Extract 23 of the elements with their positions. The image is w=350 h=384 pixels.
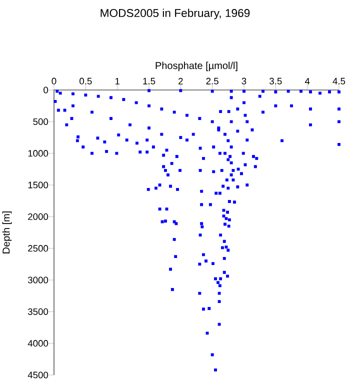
x-tick-label: 1 [115, 78, 120, 84]
x-tick-label: 2 [178, 78, 183, 84]
y-tick-label: 4500 [28, 372, 48, 378]
y-tick-label: 500 [33, 118, 48, 125]
x-tick-label: 3.5 [270, 78, 282, 84]
x-tick-label: 0.5 [80, 78, 92, 84]
y-tick-label: 1000 [28, 150, 48, 157]
y-tick-label: 4000 [28, 340, 48, 347]
y-axis-title: Depth [m] [2, 212, 12, 254]
x-tick-label: 4 [304, 78, 310, 84]
x-tick-label: 2.5 [206, 78, 218, 84]
y-tick-label: 0 [44, 86, 48, 94]
y-tick-label: 2500 [28, 245, 48, 252]
x-axis-title: Phosphate [µmol/l] [156, 62, 238, 72]
y-tick-label: 3000 [28, 276, 48, 284]
chart-title: MODS2005 in February, 1969 [100, 8, 250, 20]
x-tick-label: 4.5 [332, 78, 346, 84]
x-tick-label: 3 [242, 78, 246, 84]
y-tick-label: 2000 [28, 213, 48, 220]
x-tick-label: 1.5 [143, 78, 156, 84]
y-tick-label: 1500 [28, 182, 48, 188]
x-tick-label: 0 [52, 78, 56, 84]
y-tick-label: 3500 [28, 308, 48, 315]
